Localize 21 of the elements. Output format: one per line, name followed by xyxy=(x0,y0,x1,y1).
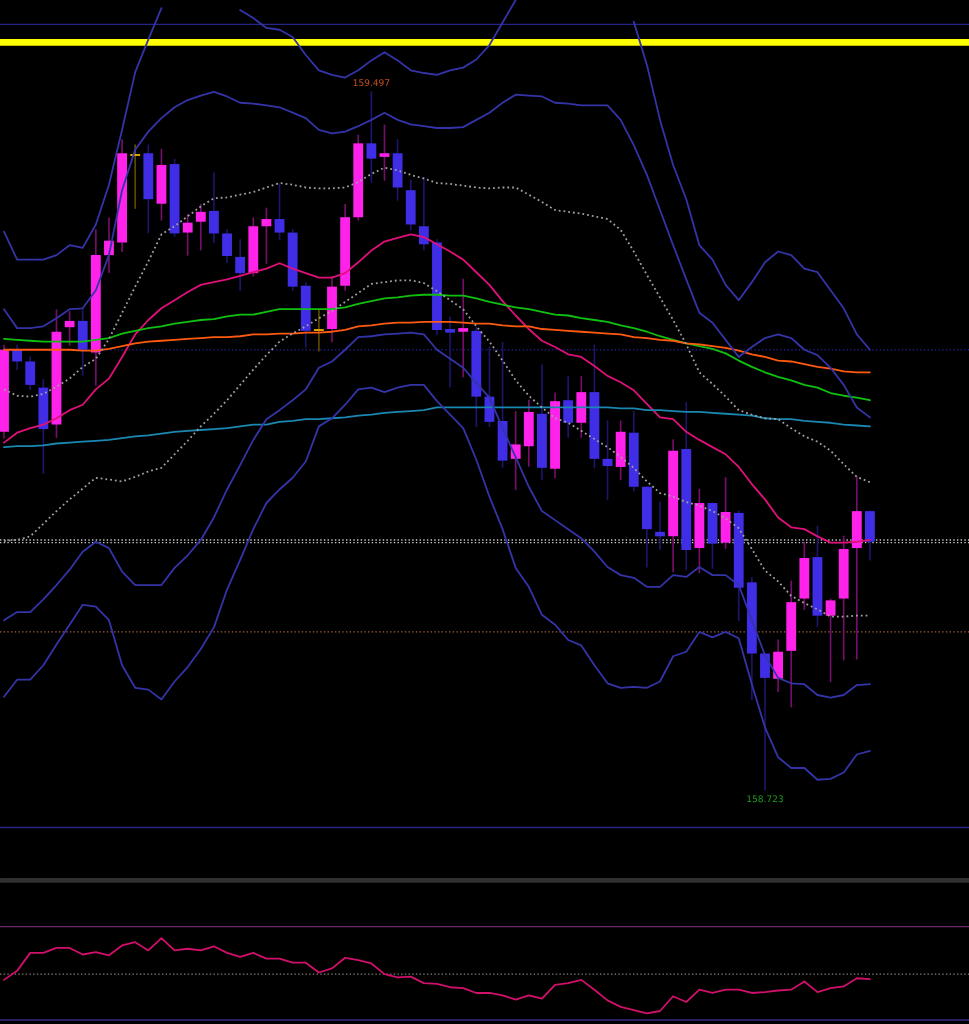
candlestick xyxy=(25,356,36,391)
candlestick xyxy=(235,238,246,292)
candlestick xyxy=(209,172,219,244)
candlestick xyxy=(222,229,232,264)
candlestick xyxy=(261,207,272,265)
candlestick xyxy=(366,91,377,183)
annotation: 158.723 xyxy=(747,795,783,803)
candlestick xyxy=(458,278,469,378)
candlestick xyxy=(445,316,456,388)
candlestick xyxy=(64,311,75,347)
candlestick xyxy=(182,213,193,256)
candlestick xyxy=(129,144,142,210)
candlestick xyxy=(312,309,325,352)
annotation: 159.497 xyxy=(353,79,390,87)
candlestick xyxy=(379,124,390,182)
candlestick xyxy=(195,203,206,251)
candlestick xyxy=(274,183,285,241)
candlestick xyxy=(825,598,836,683)
candlestick xyxy=(418,176,429,251)
candlestick xyxy=(655,501,665,550)
candlestick xyxy=(563,375,574,439)
